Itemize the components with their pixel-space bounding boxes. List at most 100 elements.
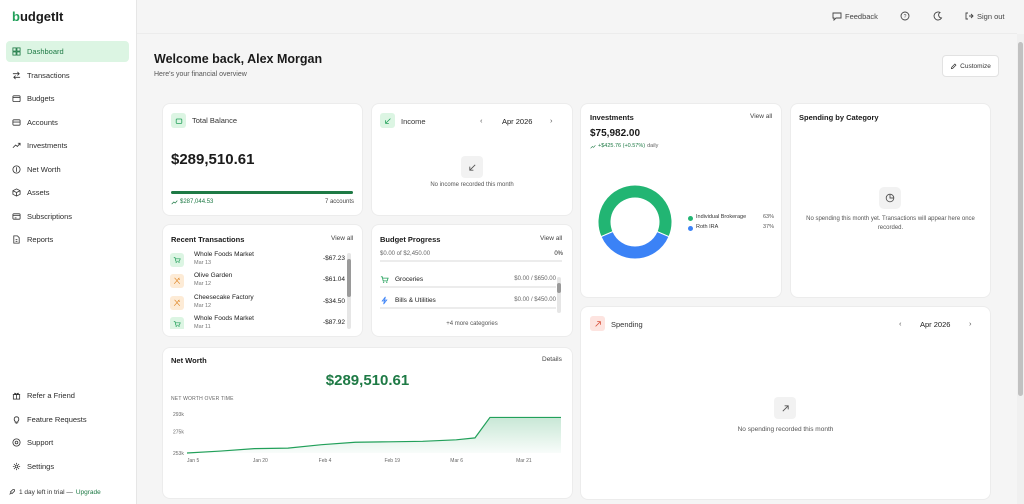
budget-progress-view-all[interactable]: View all — [540, 235, 563, 242]
recent-transactions-card: Recent Transactions View all — [163, 225, 362, 336]
spending-category-title: Spending by Category — [799, 113, 879, 122]
sign-out-button[interactable]: Sign out — [964, 11, 1005, 21]
budget-more-categories[interactable]: +4 more categories — [446, 321, 498, 327]
cart-icon — [170, 317, 184, 329]
logo-text: udgetIt — [19, 9, 64, 24]
topbar-divider — [137, 33, 1017, 34]
x-tick-label: Feb 4 — [319, 458, 332, 464]
budget-row[interactable]: Bills & Utilities $0.00 / $450.00 — [380, 296, 562, 310]
sidebar-item-subscriptions[interactable]: Subscriptions — [6, 206, 129, 227]
net-worth-card: Net Worth Details $289,510.61 NET WORTH … — [163, 348, 572, 498]
x-tick-label: Mar 6 — [450, 458, 463, 464]
y-tick-label: 275k — [173, 430, 184, 436]
x-tick-label: Jan 20 — [253, 458, 268, 464]
sidebar-item-budgets[interactable]: Budgets — [6, 88, 129, 109]
pencil-icon — [951, 63, 957, 69]
sidebar-item-label: Settings — [27, 462, 55, 471]
feedback-button[interactable]: Feedback — [832, 11, 878, 21]
legend-value: 63% — [762, 214, 774, 220]
subscriptions-icon — [12, 212, 21, 221]
spending-next-month[interactable]: › — [969, 319, 972, 328]
sidebar-item-label: Dashboard — [27, 47, 64, 56]
help-button[interactable]: ? — [900, 11, 910, 21]
balance-sub-amount: $287,044.53 — [180, 199, 214, 205]
transaction-row[interactable]: Olive Garden Mar 12 -$61.04 — [170, 272, 353, 292]
budgets-icon — [12, 94, 21, 103]
investments-change: +$425.76 (+0.57%) daily — [590, 143, 658, 149]
trial-banner[interactable]: 1 day left in trial — Upgrade — [8, 488, 101, 496]
income-next-month[interactable]: › — [550, 116, 553, 125]
transactions-scrollbar[interactable] — [347, 253, 351, 329]
transaction-date: Mar 13 — [194, 260, 212, 266]
utensils-icon — [170, 296, 184, 310]
budget-progress-title: Budget Progress — [380, 235, 441, 244]
sidebar-item-label: Feature Requests — [27, 415, 87, 424]
net-worth-line[interactable] — [186, 416, 561, 454]
scrollbar-thumb[interactable] — [1018, 42, 1023, 396]
upgrade-link[interactable]: Upgrade — [75, 488, 101, 496]
sidebar-item-label: Refer a Friend — [27, 391, 75, 400]
sidebar-item-accounts[interactable]: Accounts — [6, 112, 129, 133]
investments-title: Investments — [590, 113, 634, 122]
investments-period: daily — [647, 143, 659, 149]
x-tick-label: Jan 5 — [187, 458, 199, 464]
transaction-date: Mar 12 — [194, 281, 212, 287]
sidebar-item-reports[interactable]: Reports — [6, 229, 129, 250]
accounts-count: 7 accounts — [324, 199, 354, 205]
donut-slice-individual-brokerage[interactable] — [597, 184, 673, 238]
net-worth-details[interactable]: Details — [542, 356, 562, 363]
budget-label: Bills & Utilities — [395, 297, 436, 304]
page-scrollbar[interactable] — [1017, 34, 1024, 504]
budget-value: $0.00 / $650.00 — [514, 276, 556, 282]
sidebar-item-dashboard[interactable]: Dashboard — [6, 41, 129, 62]
recent-transactions-title: Recent Transactions — [171, 235, 245, 244]
customize-button[interactable]: Customize — [942, 55, 999, 77]
transaction-row[interactable]: Cheesecake Factory Mar 12 -$34.50 — [170, 294, 353, 314]
sidebar-item-refer-a-friend[interactable]: Refer a Friend — [6, 385, 129, 406]
net-worth-title: Net Worth — [171, 356, 207, 365]
sidebar-item-label: Transactions — [27, 71, 70, 80]
donut-slice-roth-ira[interactable] — [600, 230, 670, 260]
transaction-row[interactable]: Whole Foods Market Mar 13 -$67.23 — [170, 251, 353, 271]
feedback-label: Feedback — [845, 11, 878, 21]
budget-label: Groceries — [395, 276, 424, 283]
sidebar-item-transactions[interactable]: Transactions — [6, 65, 129, 86]
theme-toggle[interactable] — [933, 11, 943, 21]
sidebar-item-assets[interactable]: Assets — [6, 182, 129, 203]
net-worth-icon — [12, 165, 21, 174]
sidebar-item-net-worth[interactable]: Net Worth — [6, 159, 129, 180]
trend-up-icon — [590, 144, 596, 149]
budget-row[interactable]: Groceries $0.00 / $650.00 — [380, 276, 562, 289]
arrow-down-left-icon — [461, 156, 483, 178]
budget-scrollbar[interactable] — [557, 277, 561, 313]
cart-icon — [170, 253, 184, 267]
trend-up-icon — [171, 200, 178, 205]
budget-percent: 0% — [554, 251, 563, 257]
legend-item: Individual Brokerage 63% — [688, 214, 774, 223]
sidebar-item-support[interactable]: Support — [6, 432, 129, 453]
wallet-icon — [171, 113, 186, 128]
message-icon — [832, 12, 842, 21]
spending-card: Spending ‹ Apr 2026 › No spending record… — [581, 307, 990, 499]
investments-donut-chart — [597, 184, 673, 260]
recent-transactions-view-all[interactable]: View all — [331, 235, 354, 242]
investments-view-all[interactable]: View all — [750, 113, 773, 120]
transaction-row[interactable]: Whole Foods Market Mar 11 -$87.92 — [170, 315, 353, 329]
reports-icon — [12, 235, 21, 244]
sidebar-item-investments[interactable]: Investments — [6, 135, 129, 156]
sidebar-item-feature-requests[interactable]: Feature Requests — [6, 409, 129, 430]
transaction-amount: -$61.04 — [322, 276, 345, 283]
page-subtitle: Here's your financial overview — [154, 71, 247, 78]
investments-card: Investments View all $75,982.00 +$425.76… — [581, 104, 781, 297]
arrow-down-left-icon — [380, 113, 395, 128]
budget-value: $0.00 / $450.00 — [514, 297, 556, 303]
sign-out-label: Sign out — [977, 11, 1005, 21]
legend-label: Individual Brokerage — [696, 214, 747, 220]
customize-label: Customize — [960, 62, 991, 70]
spending-prev-month[interactable]: ‹ — [899, 319, 902, 328]
income-prev-month[interactable]: ‹ — [480, 116, 483, 125]
sidebar-item-settings[interactable]: Settings — [6, 456, 129, 477]
app-logo[interactable]: b udgetIt — [12, 9, 63, 24]
investments-icon — [12, 141, 21, 150]
